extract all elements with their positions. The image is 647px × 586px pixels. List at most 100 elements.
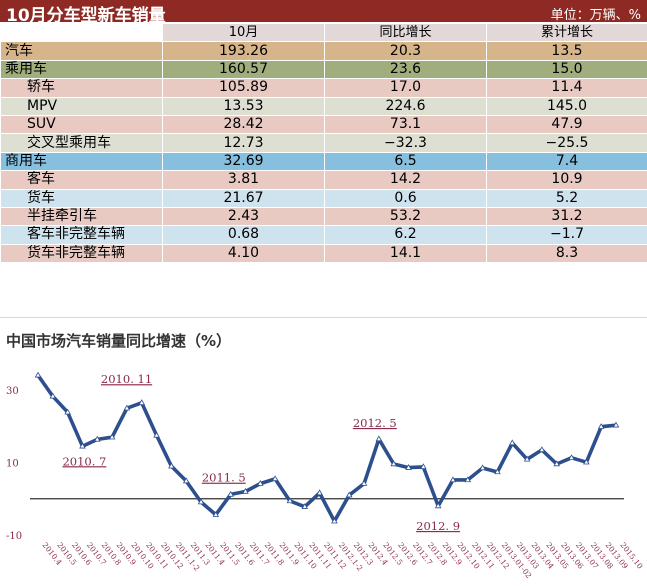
chart-title: 中国市场汽车销量同比增速（%）: [6, 332, 232, 350]
row-value: 7.4: [486, 151, 647, 172]
page-title: 10月分车型新车销量: [6, 6, 166, 26]
data-point-marker: [242, 487, 249, 494]
row-value: 13.5: [486, 41, 647, 61]
row-value: 73.1: [324, 114, 487, 135]
data-point-marker: [464, 476, 472, 483]
row-value: 17.0: [324, 78, 487, 98]
series-line: [36, 374, 617, 523]
data-point-marker: [197, 498, 205, 505]
row-value: 224.6: [324, 96, 487, 116]
annotation-label: 2012. 9: [416, 519, 460, 533]
data-point-marker: [523, 455, 531, 462]
data-point-marker: [538, 446, 546, 453]
data-point-marker: [49, 392, 57, 399]
table-row: 货车 21.67 0.6 5.2: [0, 188, 647, 208]
row-label: 轿车: [0, 78, 163, 98]
data-point-marker: [108, 433, 116, 440]
table-row: SUV 28.42 73.1 47.9: [0, 114, 647, 135]
row-value: 193.26: [162, 41, 325, 61]
data-point-marker: [64, 408, 71, 415]
annotation-label: 2010. 11: [101, 372, 152, 386]
row-value: 6.5: [324, 151, 487, 172]
row-value: −25.5: [486, 133, 647, 153]
row-value: 21.67: [162, 188, 325, 208]
table-row: 交叉型乘用车 12.73 −32.3 −25.5: [0, 133, 647, 153]
data-point-marker: [301, 503, 309, 509]
y-tick-label: -10: [6, 531, 22, 542]
row-value: 47.9: [486, 114, 647, 135]
table-row: 客车 3.81 14.2 10.9: [0, 170, 647, 190]
row-value: 32.69: [162, 151, 325, 172]
data-point-marker: [405, 464, 412, 470]
row-value: 13.53: [162, 96, 325, 116]
row-value: 2.43: [162, 206, 325, 227]
data-point-marker: [553, 460, 561, 467]
data-point-marker: [568, 454, 575, 461]
annotation-label: 2011. 5: [202, 471, 246, 485]
data-point-marker: [182, 477, 190, 484]
row-value: 0.6: [324, 188, 487, 208]
data-point-marker: [612, 421, 620, 428]
row-value: 14.1: [324, 243, 487, 264]
growth-line-chart: 3010-102010.42010.52010.62010.72010.8201…: [6, 371, 645, 580]
row-value: 6.2: [324, 225, 487, 245]
annotation-label: 2012. 5: [353, 416, 397, 430]
data-point-marker: [494, 468, 501, 475]
data-point-marker: [597, 423, 605, 429]
row-value: 20.3: [324, 41, 487, 61]
row-value: 14.2: [324, 170, 487, 190]
table-header-row: 10月 同比增长 累计增长: [0, 22, 647, 43]
data-point-marker: [79, 442, 86, 449]
row-label: 汽车: [0, 41, 163, 61]
data-point-marker: [331, 517, 338, 524]
table-row: MPV 13.53 224.6 145.0: [0, 96, 647, 116]
row-value: 8.3: [486, 243, 647, 264]
row-label: SUV: [0, 114, 163, 135]
row-value: 12.73: [162, 133, 325, 153]
unit-label: 单位：万辆、%: [550, 8, 641, 23]
data-point-marker: [420, 463, 427, 470]
row-value: 5.2: [486, 188, 647, 208]
data-point-marker: [123, 404, 131, 411]
data-point-marker: [153, 431, 160, 438]
y-tick-label: 10: [6, 459, 19, 470]
data-point-marker: [286, 497, 294, 504]
row-value: 10.9: [486, 170, 647, 190]
data-point-marker: [212, 511, 220, 517]
table-row: 商用车 32.69 6.5 7.4: [0, 151, 647, 172]
header-cell-yoy-growth: 同比增长: [324, 22, 487, 43]
data-point-marker: [375, 435, 383, 442]
row-value: 31.2: [486, 206, 647, 227]
row-value: 23.6: [324, 59, 487, 80]
data-point-marker: [508, 439, 516, 446]
row-label: 交叉型乘用车: [0, 133, 163, 153]
table-body: 汽车 193.26 20.3 13.5 乘用车 160.57 23.6 15.0 轿车 105.8…: [0, 41, 647, 264]
data-point-marker: [168, 462, 175, 469]
data-point-marker: [449, 476, 457, 483]
data-point-marker: [138, 399, 146, 405]
row-label: MPV: [0, 96, 163, 116]
table-row: 汽车 193.26 20.3 13.5: [0, 41, 647, 61]
table-row: 轿车 105.89 17.0 11.4: [0, 78, 647, 98]
row-value: 4.10: [162, 243, 325, 264]
table-row: 客车非完整车辆 0.68 6.2 −1.7: [0, 225, 647, 245]
data-point-marker: [34, 371, 42, 378]
row-value: 145.0: [486, 96, 647, 116]
row-value: 53.2: [324, 206, 487, 227]
row-value: 105.89: [162, 78, 325, 98]
row-label: 商用车: [0, 151, 163, 172]
y-tick-label: 30: [6, 386, 19, 397]
data-point-marker: [345, 491, 353, 498]
title-bar: 10月分车型新车销量 单位：万辆、%: [0, 0, 647, 26]
row-value: 3.81: [162, 170, 325, 190]
annotation-label: 2010. 7: [62, 454, 106, 468]
row-label: 货车非完整车辆: [0, 243, 163, 264]
header-cell-october: 10月: [162, 22, 325, 43]
row-label: 乘用车: [0, 59, 163, 80]
row-value: −1.7: [486, 225, 647, 245]
table-row: 乘用车 160.57 23.6 15.0: [0, 59, 647, 80]
section-divider: [0, 317, 647, 318]
data-point-marker: [434, 502, 442, 509]
data-point-marker: [316, 489, 323, 496]
row-value: 0.68: [162, 225, 325, 245]
